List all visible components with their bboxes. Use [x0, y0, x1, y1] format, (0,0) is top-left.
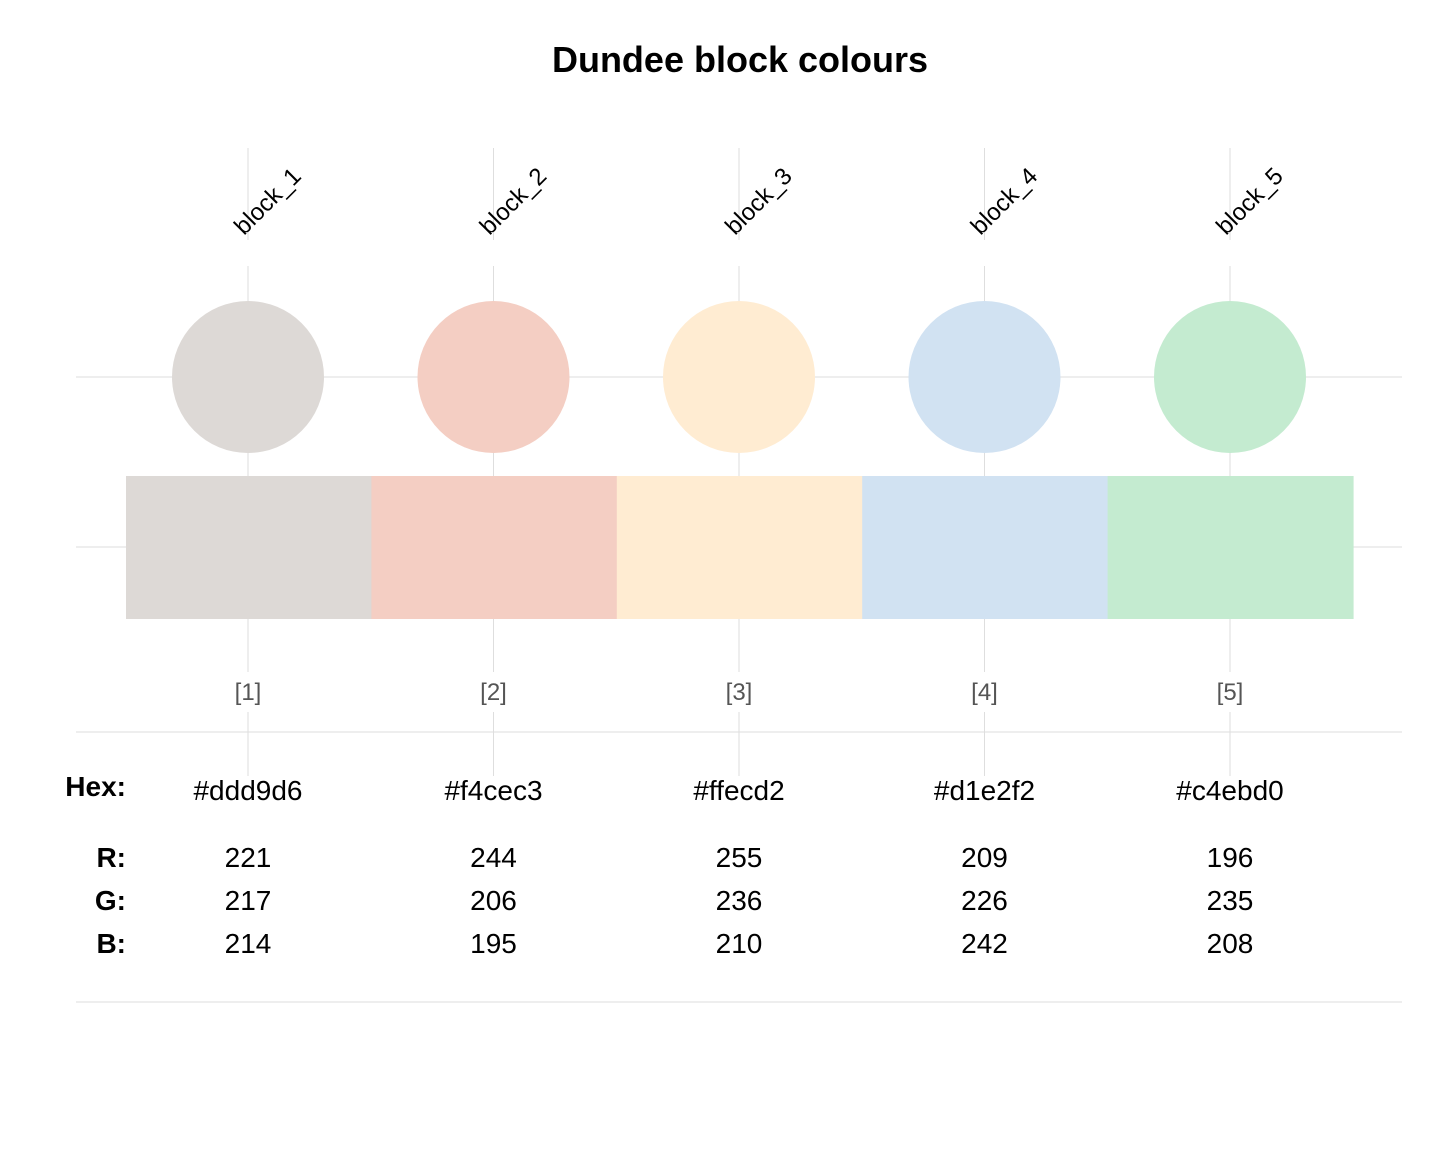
swatch-circle-2 — [417, 301, 570, 453]
swatch-circle-4 — [908, 301, 1061, 453]
b-value-label: 210 — [716, 928, 763, 959]
strip-cell-4 — [862, 476, 1109, 619]
b-value-label: 214 — [225, 928, 272, 959]
swatch-index-label: [5] — [1217, 679, 1244, 706]
r-value-label: 244 — [470, 842, 517, 873]
swatch-name-label: block_2 — [475, 163, 553, 241]
r-value-label: 196 — [1207, 842, 1254, 873]
b-value-label: 208 — [1207, 928, 1254, 959]
hex-value-label: #c4ebd0 — [1176, 775, 1283, 806]
swatch-circle-3 — [663, 301, 815, 453]
hex-value-label: #ffecd2 — [693, 775, 784, 806]
g-value-label: 206 — [470, 885, 517, 916]
g-value-label: 226 — [961, 885, 1008, 916]
swatch-index-label: [1] — [235, 679, 262, 706]
row-label-b: B: — [96, 928, 126, 959]
strip-cell-2 — [371, 476, 618, 619]
g-value-label: 235 — [1207, 885, 1254, 916]
chart-title: Dundee block colours — [552, 39, 928, 80]
colour-strip — [126, 476, 1354, 619]
hex-value-label: #f4cec3 — [444, 775, 542, 806]
swatch-name-label: block_4 — [966, 163, 1044, 241]
swatch-circle-1 — [172, 301, 324, 453]
swatch-circle-5 — [1154, 301, 1306, 453]
r-value-label: 221 — [225, 842, 272, 873]
swatch-index-label: [2] — [480, 679, 507, 706]
b-value-label: 195 — [470, 928, 517, 959]
swatch-index-label: [3] — [726, 679, 753, 706]
swatch-name-label: block_1 — [229, 163, 307, 241]
b-value-label: 242 — [961, 928, 1008, 959]
strip-cell-3 — [616, 476, 863, 619]
hex-value-label: #d1e2f2 — [934, 775, 1035, 806]
swatch-name-label: block_3 — [720, 163, 798, 241]
g-value-label: 217 — [225, 885, 272, 916]
r-value-label: 209 — [961, 842, 1008, 873]
strip-cell-1 — [126, 476, 372, 619]
row-label-hex: Hex: — [65, 771, 126, 802]
row-label-r: R: — [96, 842, 126, 873]
r-value-label: 255 — [716, 842, 763, 873]
row-label-g: G: — [95, 885, 126, 916]
swatch-name-label: block_5 — [1211, 163, 1289, 241]
swatch-index-label: [4] — [971, 679, 998, 706]
strip-cell-5 — [1107, 476, 1354, 619]
g-value-label: 236 — [716, 885, 763, 916]
swatch-circles — [172, 301, 1306, 453]
hex-value-label: #ddd9d6 — [193, 775, 302, 806]
